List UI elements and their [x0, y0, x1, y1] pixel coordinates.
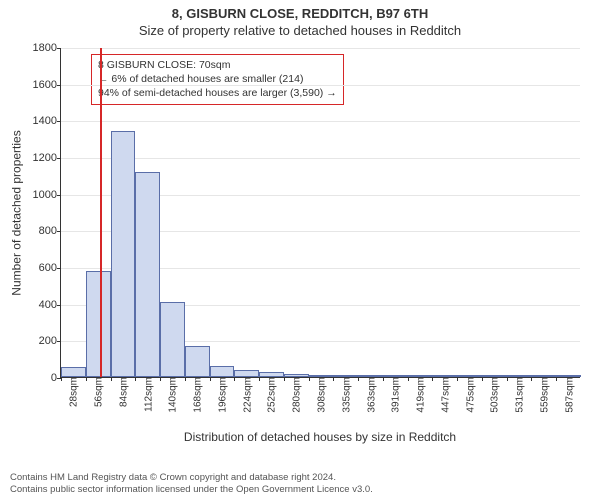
x-tick-mark — [333, 377, 334, 381]
x-tick-mark — [160, 377, 161, 381]
x-tick-mark — [284, 377, 285, 381]
x-tick-label: 56sqm — [92, 377, 105, 407]
x-tick-label: 308sqm — [315, 377, 328, 413]
x-tick-label: 503sqm — [488, 377, 501, 413]
x-tick-mark — [86, 377, 87, 381]
chart-title-address: 8, GISBURN CLOSE, REDDITCH, B97 6TH — [0, 0, 600, 21]
x-tick-label: 475sqm — [463, 377, 476, 413]
x-tick-label: 587sqm — [562, 377, 575, 413]
y-axis-label: Number of detached properties — [10, 130, 24, 295]
chart-subtitle: Size of property relative to detached ho… — [0, 21, 600, 38]
histogram-bar — [210, 366, 235, 377]
x-tick-label: 140sqm — [166, 377, 179, 413]
gridline — [61, 48, 580, 49]
histogram-bar — [135, 172, 160, 377]
x-tick-mark — [210, 377, 211, 381]
x-tick-label: 559sqm — [537, 377, 550, 413]
x-tick-mark — [531, 377, 532, 381]
x-tick-label: 252sqm — [265, 377, 278, 413]
gridline — [61, 85, 580, 86]
annotation-line-1: 8 GISBURN CLOSE: 70sqm — [98, 58, 337, 72]
footer-attribution: Contains HM Land Registry data © Crown c… — [10, 472, 590, 496]
y-tick-label: 1400 — [33, 115, 61, 127]
x-tick-label: 28sqm — [67, 377, 80, 407]
x-tick-label: 447sqm — [438, 377, 451, 413]
y-tick-label: 1000 — [33, 189, 61, 201]
x-tick-label: 419sqm — [414, 377, 427, 413]
histogram-bar — [234, 370, 259, 377]
x-tick-label: 335sqm — [339, 377, 352, 413]
x-tick-label: 363sqm — [364, 377, 377, 413]
property-marker-line — [100, 48, 102, 377]
y-tick-label: 200 — [39, 335, 61, 347]
footer-line-1: Contains HM Land Registry data © Crown c… — [10, 472, 590, 484]
x-tick-mark — [457, 377, 458, 381]
x-tick-mark — [111, 377, 112, 381]
y-tick-label: 600 — [39, 262, 61, 274]
x-axis-label: Distribution of detached houses by size … — [60, 430, 580, 444]
x-tick-mark — [383, 377, 384, 381]
x-tick-mark — [432, 377, 433, 381]
x-tick-mark — [135, 377, 136, 381]
x-tick-mark — [507, 377, 508, 381]
annotation-box: 8 GISBURN CLOSE: 70sqm ← 6% of detached … — [91, 54, 344, 105]
histogram-bar — [160, 302, 185, 377]
x-tick-label: 280sqm — [290, 377, 303, 413]
x-tick-label: 196sqm — [215, 377, 228, 413]
gridline — [61, 121, 580, 122]
gridline — [61, 158, 580, 159]
histogram-bar — [86, 271, 111, 377]
histogram-bar — [185, 346, 210, 377]
x-tick-mark — [61, 377, 62, 381]
x-tick-mark — [185, 377, 186, 381]
x-tick-mark — [556, 377, 557, 381]
annotation-line-3: 94% of semi-detached houses are larger (… — [98, 86, 337, 100]
x-tick-label: 391sqm — [389, 377, 402, 413]
x-tick-mark — [358, 377, 359, 381]
x-tick-label: 168sqm — [191, 377, 204, 413]
x-tick-label: 84sqm — [116, 377, 129, 407]
chart-plot-area: 8 GISBURN CLOSE: 70sqm ← 6% of detached … — [60, 48, 580, 378]
y-tick-label: 1800 — [33, 42, 61, 54]
y-tick-label: 400 — [39, 299, 61, 311]
x-tick-mark — [234, 377, 235, 381]
histogram-bar — [111, 131, 136, 377]
x-tick-mark — [259, 377, 260, 381]
y-tick-label: 0 — [51, 372, 61, 384]
y-tick-label: 800 — [39, 225, 61, 237]
x-tick-mark — [482, 377, 483, 381]
x-tick-label: 224sqm — [240, 377, 253, 413]
histogram-bar — [61, 367, 86, 377]
footer-line-2: Contains public sector information licen… — [10, 484, 590, 496]
y-tick-label: 1600 — [33, 79, 61, 91]
x-tick-mark — [309, 377, 310, 381]
y-axis-label-container: Number of detached properties — [10, 48, 24, 378]
x-tick-label: 112sqm — [141, 377, 154, 412]
x-tick-label: 531sqm — [513, 377, 526, 413]
x-tick-mark — [408, 377, 409, 381]
y-tick-label: 1200 — [33, 152, 61, 164]
